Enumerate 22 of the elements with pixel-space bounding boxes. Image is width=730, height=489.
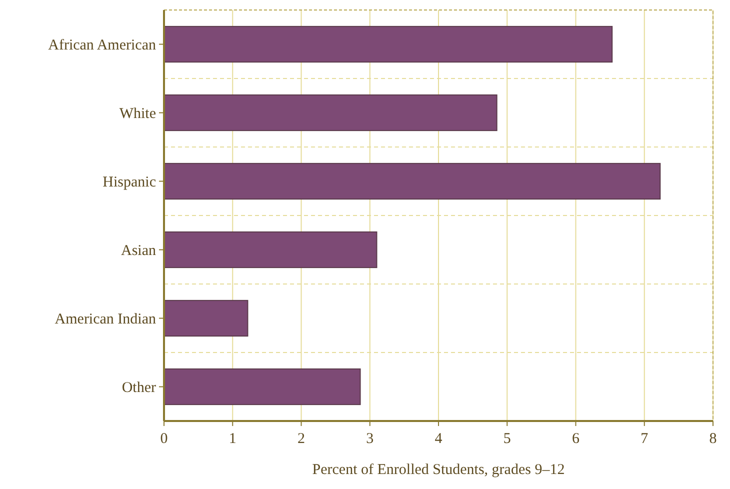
x-tick-label: 6 [572, 431, 580, 447]
bar [164, 94, 498, 132]
x-tick-label: 3 [366, 431, 374, 447]
x-tick-label: 8 [709, 431, 717, 447]
y-tick-label: Asian [121, 243, 156, 259]
y-tick-label: White [119, 106, 156, 122]
bar [164, 231, 378, 268]
x-tick-label: 4 [434, 431, 443, 447]
y-tick-label: Other [122, 380, 156, 396]
bar [164, 300, 248, 337]
y-tick-label: African American [48, 38, 156, 54]
bar [164, 162, 661, 200]
x-tick-label: 7 [640, 431, 649, 447]
x-tick-label: 2 [298, 431, 305, 447]
y-tick-label: Hispanic [102, 174, 156, 190]
y-tick-label: American Indian [54, 312, 156, 328]
x-axis-title: Percent of Enrolled Students, grades 9–12 [312, 462, 565, 478]
x-tick-label: 5 [503, 431, 511, 447]
bar [164, 26, 613, 63]
bar [164, 368, 361, 406]
x-tick-label: 0 [160, 431, 168, 447]
x-tick-label: 1 [228, 431, 236, 447]
